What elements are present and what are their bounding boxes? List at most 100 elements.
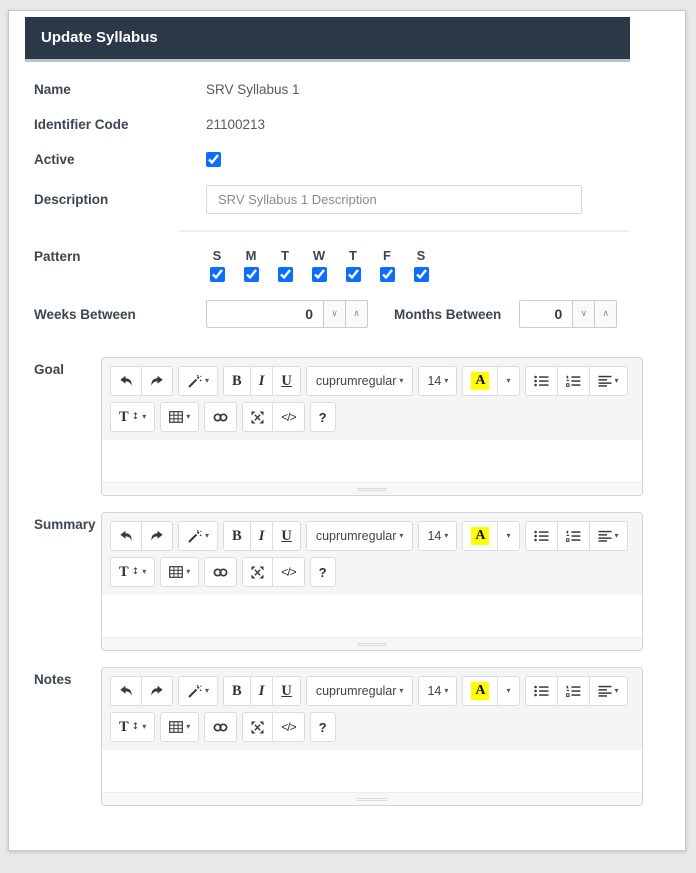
wednesday-checkbox[interactable] <box>311 267 327 282</box>
align-left-icon <box>598 685 612 697</box>
notes-row: Notes ▾ <box>34 667 685 806</box>
redo-icon <box>150 530 164 542</box>
code-view-button[interactable]: </> <box>272 402 305 432</box>
style-wand-dropdown[interactable]: ▾ <box>178 366 219 396</box>
insert-link-button[interactable] <box>204 402 238 432</box>
font-size-dropdown[interactable]: 14 ▾ <box>418 366 458 396</box>
weeks-increment-button[interactable]: ∧ <box>346 300 368 328</box>
active-checkbox[interactable] <box>206 152 221 167</box>
help-button[interactable]: ? <box>309 712 336 742</box>
undo-button[interactable] <box>110 366 142 396</box>
font-size-dropdown[interactable]: 14 ▾ <box>418 676 458 706</box>
fullscreen-button[interactable] <box>242 402 274 432</box>
unordered-list-button[interactable] <box>524 366 558 396</box>
font-color-button[interactable]: A <box>462 676 499 706</box>
code-view-button[interactable]: </> <box>272 712 305 742</box>
resize-handle[interactable] <box>357 796 387 802</box>
help-button[interactable]: ? <box>309 557 336 587</box>
bold-button[interactable]: B <box>223 676 251 706</box>
redo-button[interactable] <box>141 521 173 551</box>
chevron-down-icon: ▾ <box>142 567 147 576</box>
tuesday-checkbox[interactable] <box>277 267 293 282</box>
weeks-decrement-button[interactable]: ∨ <box>324 300 346 328</box>
pattern-day-sunday: S <box>206 248 228 282</box>
redo-button[interactable] <box>141 676 173 706</box>
chevron-down-icon: ▾ <box>205 376 210 385</box>
align-left-icon <box>598 375 612 387</box>
thursday-checkbox[interactable] <box>345 267 361 282</box>
magic-wand-icon <box>187 684 202 698</box>
ordered-list-button[interactable] <box>556 521 590 551</box>
unordered-list-button[interactable] <box>524 676 558 706</box>
font-color-swatch: A <box>471 681 490 701</box>
paragraph-align-dropdown[interactable]: ▾ <box>588 521 628 551</box>
style-wand-dropdown[interactable]: ▾ <box>178 521 219 551</box>
sunday-checkbox[interactable] <box>209 267 225 282</box>
editor-content-area[interactable] <box>102 440 642 482</box>
chevron-down-icon: ▾ <box>205 686 210 695</box>
underline-button[interactable]: U <box>272 676 301 706</box>
months-between-spinner: ∨ ∧ <box>519 300 618 328</box>
font-size-dropdown[interactable]: 14 ▾ <box>418 521 458 551</box>
italic-button[interactable]: I <box>249 521 274 551</box>
line-height-dropdown[interactable]: T ↕ ▾ <box>110 402 156 432</box>
table-dropdown[interactable]: ▾ <box>160 402 200 432</box>
saturday-checkbox[interactable] <box>413 267 429 282</box>
link-icon <box>213 722 228 733</box>
goal-row: Goal ▾ <box>34 357 685 496</box>
panel-header: Update Syllabus <box>25 17 630 59</box>
font-color-dropdown[interactable]: ▾ <box>497 366 520 396</box>
table-dropdown[interactable]: ▾ <box>160 557 200 587</box>
font-color-button[interactable]: A <box>462 366 499 396</box>
code-view-button[interactable]: </> <box>272 557 305 587</box>
style-wand-dropdown[interactable]: ▾ <box>178 676 219 706</box>
description-input[interactable] <box>206 185 582 214</box>
months-decrement-button[interactable]: ∨ <box>573 300 596 328</box>
bold-button[interactable]: B <box>223 366 251 396</box>
monday-checkbox[interactable] <box>243 267 259 282</box>
undo-button[interactable] <box>110 676 142 706</box>
resize-handle[interactable] <box>357 641 387 647</box>
line-height-dropdown[interactable]: T ↕ ▾ <box>110 557 156 587</box>
paragraph-align-dropdown[interactable]: ▾ <box>588 366 628 396</box>
pattern-day-friday: F <box>376 248 398 282</box>
bold-button[interactable]: B <box>223 521 251 551</box>
font-color-button[interactable]: A <box>462 521 499 551</box>
chevron-down-icon: ▾ <box>399 531 404 540</box>
pattern-label: Pattern <box>34 249 81 264</box>
redo-button[interactable] <box>141 366 173 396</box>
italic-button[interactable]: I <box>249 366 274 396</box>
underline-button[interactable]: U <box>272 366 301 396</box>
weeks-between-input[interactable] <box>206 300 324 328</box>
italic-button[interactable]: I <box>249 676 274 706</box>
line-height-dropdown[interactable]: T ↕ ▾ <box>110 712 156 742</box>
fullscreen-button[interactable] <box>242 557 274 587</box>
friday-checkbox[interactable] <box>379 267 395 282</box>
font-color-dropdown[interactable]: ▾ <box>497 521 520 551</box>
unordered-list-icon <box>533 530 549 542</box>
font-family-dropdown[interactable]: cuprumregular ▾ <box>305 366 414 396</box>
editor-content-area[interactable] <box>102 750 642 792</box>
fullscreen-button[interactable] <box>242 712 274 742</box>
chevron-down-icon: ▾ <box>186 567 191 576</box>
font-color-dropdown[interactable]: ▾ <box>497 676 520 706</box>
ordered-list-button[interactable] <box>556 366 590 396</box>
insert-link-button[interactable] <box>204 557 238 587</box>
insert-link-button[interactable] <box>204 712 238 742</box>
months-between-input[interactable] <box>519 300 574 328</box>
ordered-list-button[interactable] <box>556 676 590 706</box>
paragraph-align-dropdown[interactable]: ▾ <box>588 676 628 706</box>
unordered-list-button[interactable] <box>524 521 558 551</box>
table-dropdown[interactable]: ▾ <box>160 712 200 742</box>
font-family-dropdown[interactable]: cuprumregular ▾ <box>305 676 414 706</box>
resize-handle[interactable] <box>357 486 387 492</box>
rich-text-editor: ▾ B I U cuprumregular ▾ 14 <box>101 667 643 806</box>
weeks-between-spinner: ∨ ∧ <box>206 300 368 328</box>
editor-content-area[interactable] <box>102 595 642 637</box>
underline-button[interactable]: U <box>272 521 301 551</box>
months-increment-button[interactable]: ∧ <box>595 300 618 328</box>
help-button[interactable]: ? <box>309 402 336 432</box>
undo-button[interactable] <box>110 521 142 551</box>
font-family-dropdown[interactable]: cuprumregular ▾ <box>305 521 414 551</box>
up-down-arrow-icon: ↕ <box>131 567 140 577</box>
